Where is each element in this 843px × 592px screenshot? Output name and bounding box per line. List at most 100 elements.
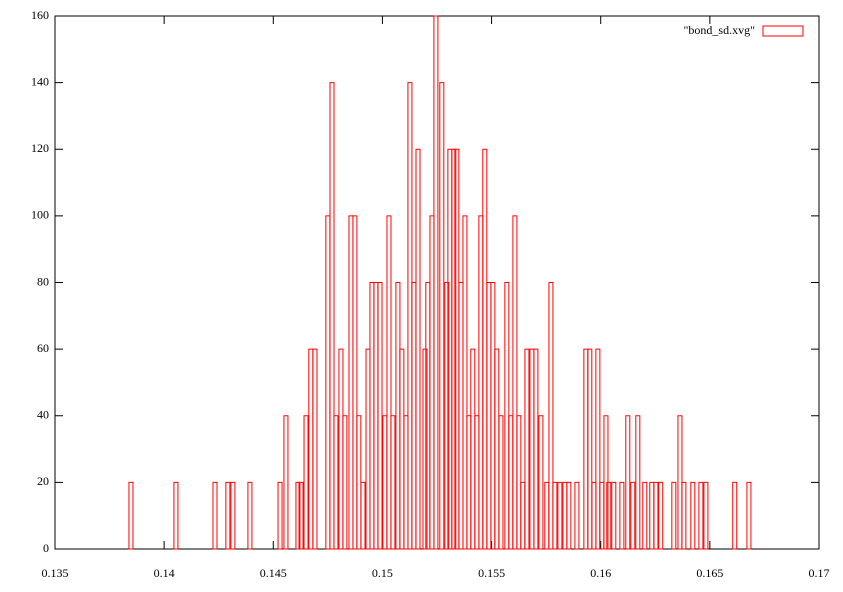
bar (458, 282, 464, 550)
y-tick-label: 0 (43, 541, 49, 555)
bar (466, 415, 472, 550)
bar (128, 481, 134, 550)
bar (658, 481, 664, 550)
bar (377, 282, 383, 550)
bar (415, 148, 421, 550)
bar (566, 481, 572, 550)
bar (698, 481, 704, 550)
bar (390, 415, 396, 550)
legend-label: "bond_sd.xvg" (684, 23, 756, 37)
bar (470, 348, 476, 550)
bar (533, 348, 539, 550)
bar (298, 481, 304, 550)
bar (478, 215, 484, 550)
plot-frame (54, 15, 820, 550)
bar (425, 282, 431, 550)
bar (429, 215, 435, 550)
bar (562, 481, 568, 550)
bar (373, 282, 379, 550)
bar (407, 82, 413, 550)
bar (329, 82, 335, 550)
bar (490, 282, 496, 550)
bar (212, 481, 218, 550)
y-tick-label: 160 (31, 8, 49, 22)
bar (295, 481, 301, 550)
bar (591, 481, 597, 550)
bar (520, 481, 526, 550)
x-tick-label: 0.17 (809, 566, 830, 580)
bar (444, 282, 450, 550)
bar (338, 348, 344, 550)
bar (325, 215, 331, 550)
y-tick-label: 120 (31, 141, 49, 155)
bar (342, 415, 348, 550)
bar (486, 282, 492, 550)
bar (538, 415, 544, 550)
bar (283, 415, 289, 550)
bar (595, 348, 601, 550)
bar (557, 481, 563, 550)
bar (333, 415, 339, 550)
bar (508, 415, 514, 550)
bar (303, 415, 309, 550)
bar (277, 481, 283, 550)
bar (433, 15, 439, 550)
y-tick-label: 40 (37, 408, 49, 422)
bar (544, 481, 550, 550)
bar (356, 415, 362, 550)
bar (703, 481, 709, 550)
bar (352, 215, 358, 550)
bar (382, 415, 388, 550)
bar (642, 481, 648, 550)
bar (386, 215, 392, 550)
bar (516, 415, 522, 550)
bar (653, 481, 659, 550)
bar (552, 481, 558, 550)
x-tick-label: 0.16 (590, 566, 611, 580)
y-tick-label: 100 (31, 208, 49, 222)
bar (403, 415, 409, 550)
x-tick-label: 0.155 (478, 566, 505, 580)
bar (494, 348, 500, 550)
bar (247, 481, 253, 550)
bar (690, 481, 696, 550)
bar (369, 282, 375, 550)
y-tick-label: 60 (37, 341, 49, 355)
bar (548, 282, 554, 550)
x-tick-label: 0.165 (696, 566, 723, 580)
bar (173, 481, 179, 550)
bar (411, 282, 417, 550)
bar (474, 415, 480, 550)
bar (649, 481, 655, 550)
bar (422, 348, 428, 550)
bar (225, 481, 231, 550)
x-tick-label: 0.15 (372, 566, 393, 580)
bar (504, 282, 510, 550)
bar (498, 415, 504, 550)
bar (574, 481, 580, 550)
bar (348, 215, 354, 550)
bar (399, 348, 405, 550)
bar (587, 348, 593, 550)
x-tick-label: 0.135 (42, 566, 69, 580)
x-tick-label: 0.145 (260, 566, 287, 580)
bar (606, 481, 612, 550)
bar (230, 481, 236, 550)
y-tick-label: 80 (37, 274, 49, 288)
y-tick-label: 140 (31, 74, 49, 88)
bar (732, 481, 738, 550)
bar (611, 481, 617, 550)
bar (677, 415, 683, 550)
bar (439, 82, 445, 550)
legend-swatch (762, 25, 804, 37)
bar (451, 148, 457, 550)
bar (583, 348, 589, 550)
y-tick-label: 20 (37, 474, 49, 488)
bar (312, 348, 318, 550)
bar (365, 348, 371, 550)
bar (529, 348, 535, 550)
bar (308, 348, 314, 550)
x-tick-label: 0.14 (154, 566, 175, 580)
bar (462, 215, 468, 550)
